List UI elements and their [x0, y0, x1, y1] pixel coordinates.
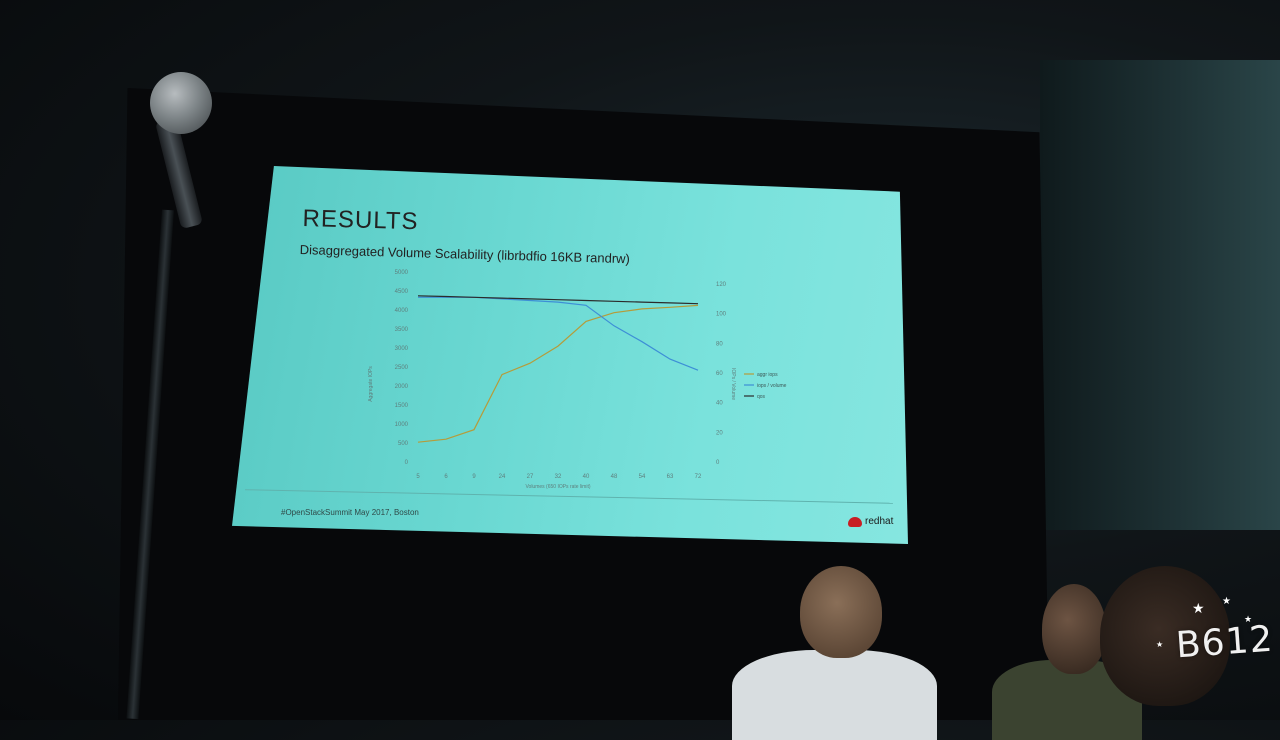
y-left-tick-label: 500: [398, 441, 409, 447]
y-right-tick-label: 60: [716, 371, 723, 377]
redhat-icon: [848, 516, 862, 527]
y-left-tick-label: 4500: [395, 289, 409, 295]
y-left-tick-label: 4000: [395, 308, 409, 314]
y-axis-left-label: Aggregate IOPs: [368, 366, 374, 402]
x-tick-label: 54: [639, 474, 646, 480]
legend-label: qos: [757, 394, 766, 400]
y-right-tick-label: 120: [716, 282, 727, 288]
y-right-tick-label: 80: [716, 341, 723, 347]
x-tick-label: 48: [611, 474, 618, 480]
y-left-tick-label: 3000: [395, 346, 409, 352]
audience-member-1-head: [800, 566, 882, 658]
y-left-tick-label: 2000: [395, 384, 409, 390]
y-left-tick-label: 1000: [395, 422, 409, 428]
y-right-tick-label: 100: [716, 312, 727, 318]
microphone-head: [150, 72, 212, 134]
y-axis-right-label: IOPs / Volume: [730, 368, 736, 400]
brand-text: redhat: [865, 516, 894, 527]
watermark-star-icon: ★: [1222, 596, 1231, 607]
x-tick-label: 27: [527, 474, 534, 480]
watermark-star-icon: ★: [1192, 600, 1205, 616]
y-left-tick-label: 3500: [395, 327, 409, 333]
x-axis-label: Volumes (650 IOPs rate limit): [525, 484, 590, 490]
y-left-tick-label: 1500: [395, 403, 409, 409]
y-left-tick-label: 5000: [395, 270, 409, 276]
slide-title: RESULTS: [302, 205, 419, 236]
audience-member-1-shirt: [732, 650, 937, 740]
x-tick-label: 6: [444, 474, 448, 480]
y-right-tick-label: 20: [716, 430, 723, 436]
watermark-star-icon: ★: [1156, 640, 1164, 649]
x-tick-label: 63: [667, 474, 674, 480]
brand-logo: redhat: [848, 516, 893, 527]
watermark-star-icon: ★: [1244, 614, 1253, 624]
legend-label: iops / volume: [757, 383, 787, 389]
y-left-tick-label: 2500: [395, 365, 409, 371]
back-wall: [1040, 60, 1280, 530]
y-right-tick-label: 0: [716, 460, 720, 466]
x-tick-label: 32: [555, 474, 562, 480]
x-tick-label: 9: [472, 474, 476, 480]
y-left-tick-label: 0: [405, 460, 409, 466]
series-line: [417, 295, 699, 305]
series-line: [417, 304, 699, 443]
slide-footer: #OpenStackSummit May 2017, Boston: [281, 508, 419, 517]
results-chart: 5000450040003500300025002000150010005000…: [368, 270, 787, 490]
audience-member-2-head: [1042, 584, 1106, 674]
watermark-text: B612: [1174, 618, 1275, 667]
audience-member-3-head: [1100, 566, 1230, 706]
y-right-tick-label: 40: [716, 401, 723, 407]
x-tick-label: 40: [583, 474, 590, 480]
x-tick-label: 72: [695, 474, 702, 480]
x-tick-label: 24: [499, 474, 506, 480]
legend-label: aggr iops: [757, 372, 778, 378]
projection-screen: [232, 166, 908, 544]
x-tick-label: 5: [416, 474, 420, 480]
